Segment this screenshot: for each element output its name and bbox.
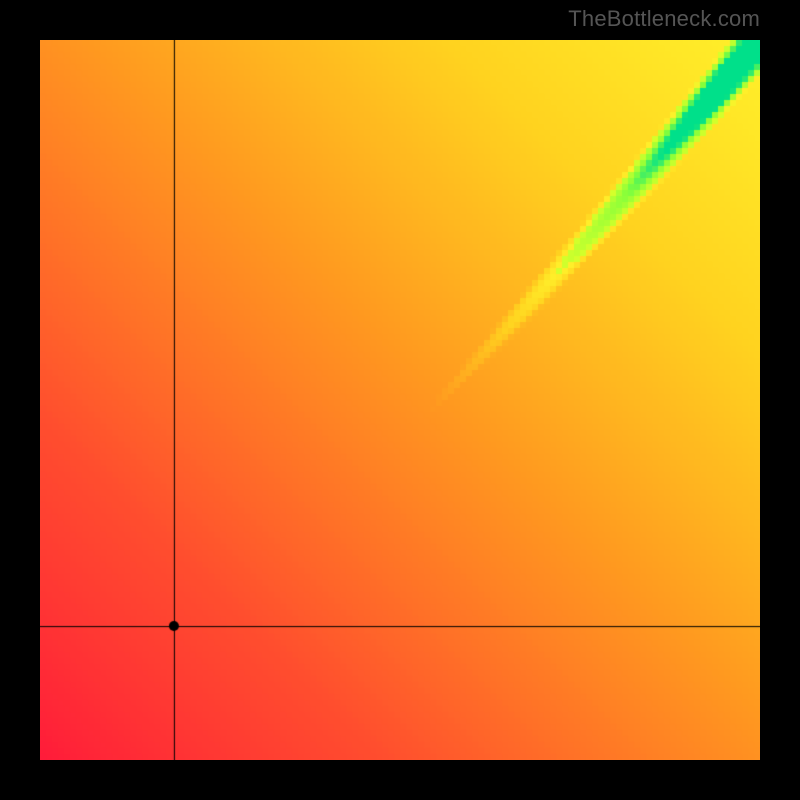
root: TheBottleneck.com: [0, 0, 800, 800]
watermark-text: TheBottleneck.com: [568, 6, 760, 32]
heatmap-plot: [40, 40, 760, 760]
heatmap-canvas: [40, 40, 760, 760]
